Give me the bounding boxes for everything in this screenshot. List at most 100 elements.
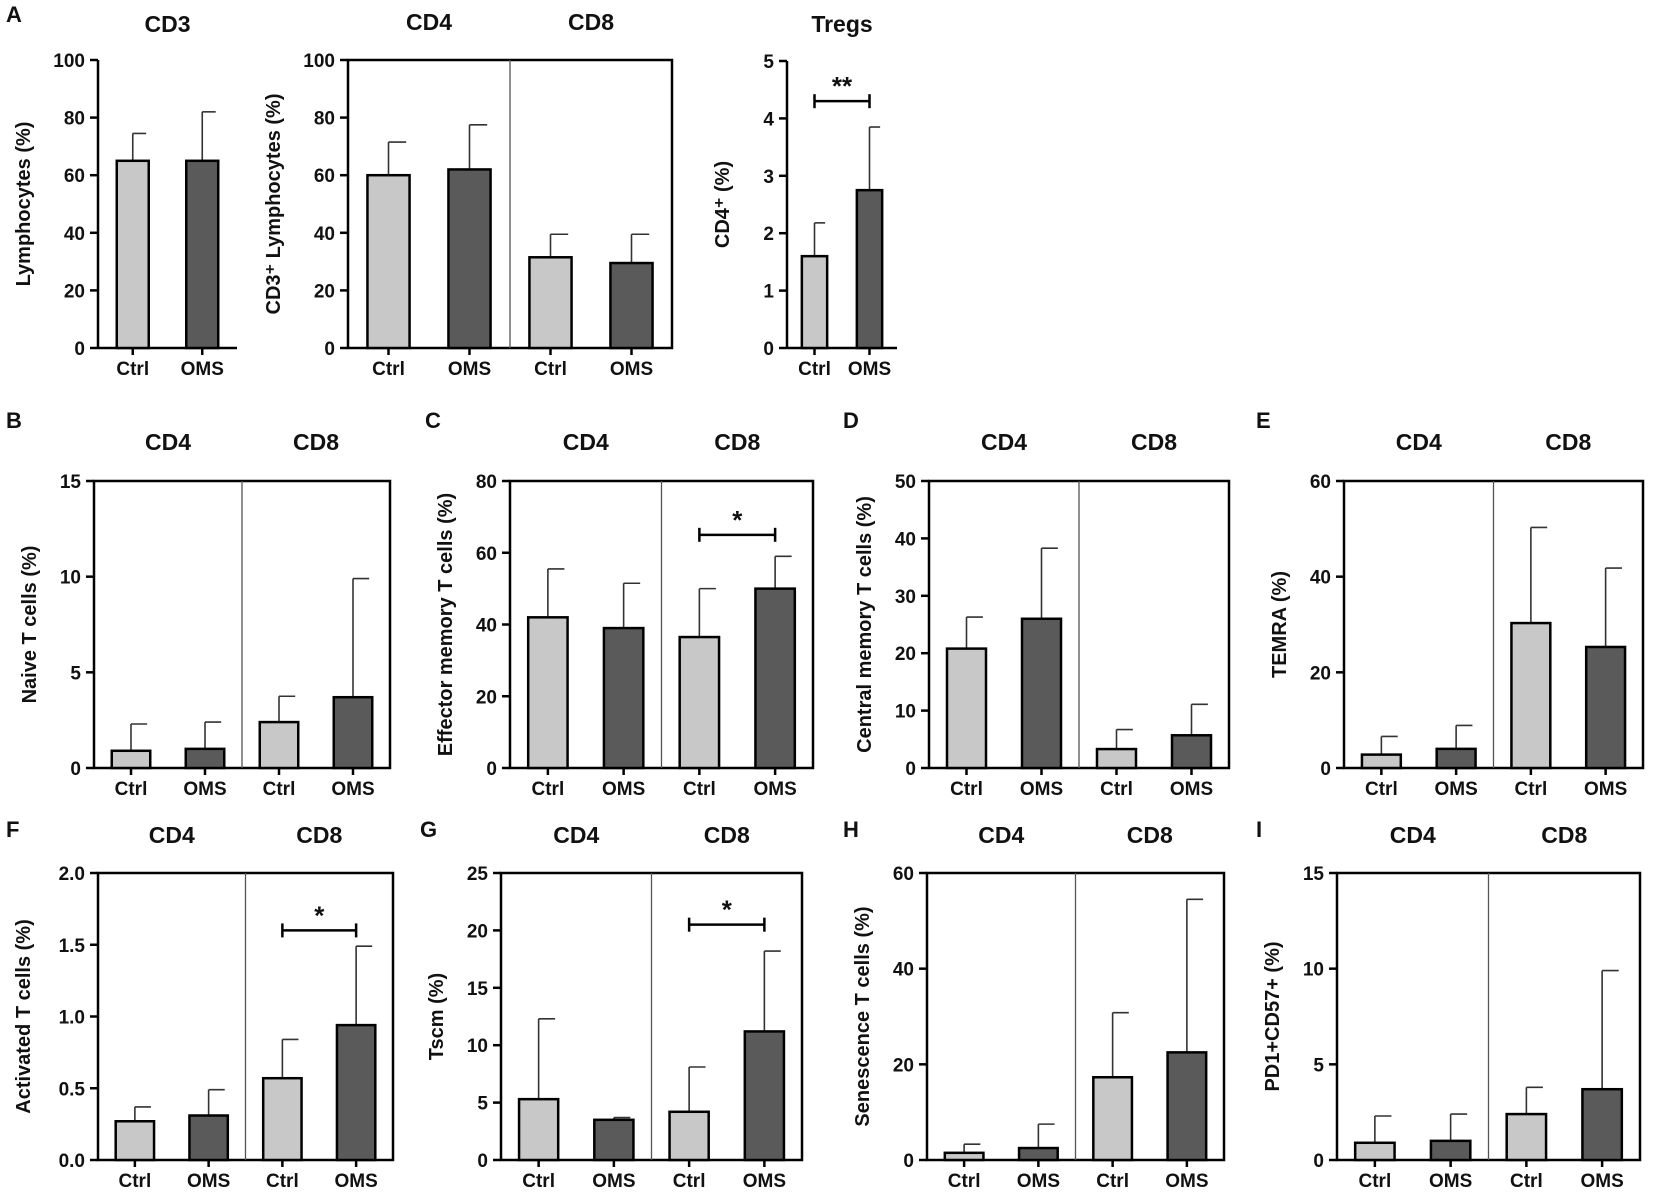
group-title-cd8: CD8 <box>296 822 342 848</box>
x-tick-label: Ctrl <box>673 1171 706 1192</box>
panel-a2: CD4 CD8 0 20 40 60 80 100 CD3⁺ Lymphocytes (%) Ct… <box>263 9 674 380</box>
y-tick-label: 20 <box>476 687 497 708</box>
y-tick-label: 0 <box>763 339 774 360</box>
y-tick-label: 60 <box>64 166 85 187</box>
group-title-cd4: CD4 <box>406 9 452 35</box>
y-tick-label: 15 <box>467 979 489 1000</box>
bar-ctrl <box>261 1076 303 1162</box>
y-tick-label: 20 <box>895 644 916 665</box>
bar-oms <box>185 159 220 350</box>
panel-label: G <box>420 817 437 842</box>
x-tick-label: OMS <box>848 359 891 380</box>
x-tick-label: Ctrl <box>948 1171 981 1192</box>
bar-oms <box>1435 747 1477 770</box>
group-title-cd8: CD8 <box>293 429 339 455</box>
y-axis-label: Central memory T cells (%) <box>854 496 876 753</box>
y-tick-label: 20 <box>314 281 335 302</box>
y-tick-label: 5 <box>70 663 81 684</box>
y-tick-label: 0 <box>477 1151 488 1172</box>
bar-ctrl <box>366 173 411 350</box>
y-tick-label: 15 <box>60 472 82 493</box>
y-tick-label: 20 <box>64 281 85 302</box>
x-tick-label: OMS <box>1584 779 1627 800</box>
y-tick-label: 40 <box>1310 568 1331 589</box>
group-title-cd4: CD4 <box>978 822 1024 848</box>
y-tick-label: 20 <box>893 1055 914 1076</box>
x-tick-label: OMS <box>610 359 653 380</box>
group-title-cd4: CD4 <box>981 429 1027 455</box>
y-tick-label: 0.0 <box>59 1151 85 1172</box>
y-axis-label: Senescence T cells (%) <box>852 906 874 1126</box>
y-axis-label: Effector memory T cells (%) <box>435 493 457 756</box>
y-tick-label: 40 <box>64 224 85 245</box>
group-title-cd8: CD8 <box>1131 429 1177 455</box>
x-tick-label: OMS <box>1580 1171 1623 1192</box>
bar-oms <box>332 695 374 770</box>
bar-oms <box>1170 734 1213 770</box>
x-tick-label: Ctrl <box>1515 779 1548 800</box>
group-title-cd8: CD8 <box>1541 822 1587 848</box>
y-axis-label: Lymphocytes (%) <box>13 122 35 287</box>
bar-oms <box>1429 1139 1472 1162</box>
significance-marker: * <box>314 900 325 930</box>
x-tick-label: Ctrl <box>115 779 148 800</box>
y-tick-label: 40 <box>476 616 497 637</box>
bar-oms <box>754 587 797 770</box>
x-tick-label: Ctrl <box>532 779 565 800</box>
y-tick-label: 80 <box>476 472 497 493</box>
y-tick-label: 15 <box>1303 864 1325 885</box>
x-tick-label: OMS <box>1165 1171 1208 1192</box>
bar-ctrl <box>678 635 721 770</box>
group-title-cd8: CD8 <box>1545 429 1591 455</box>
y-tick-label: 2.0 <box>59 864 85 885</box>
significance-marker: ** <box>832 71 853 101</box>
y-tick-label: 60 <box>1310 472 1331 493</box>
y-tick-label: 60 <box>476 544 497 565</box>
x-tick-label: Ctrl <box>522 1171 555 1192</box>
bar-oms <box>743 1030 786 1162</box>
x-tick-label: Ctrl <box>1510 1171 1543 1192</box>
x-tick-label: OMS <box>753 779 796 800</box>
x-tick-label: OMS <box>1020 779 1063 800</box>
y-tick-label: 20 <box>1310 663 1331 684</box>
y-tick-label: 10 <box>467 1036 488 1057</box>
group-title-cd4: CD4 <box>149 822 195 848</box>
y-tick-label: 5 <box>477 1094 488 1115</box>
bar-oms <box>1584 645 1627 770</box>
y-tick-label: 50 <box>895 472 916 493</box>
bar-oms <box>335 1023 377 1162</box>
panel-f: F CD4 CD8 0.0 0.5 1.0 1.5 2.0 Activated T cells … <box>6 817 395 1192</box>
y-tick-label: 1.0 <box>59 1008 85 1029</box>
panel-a3: Tregs 0 1 2 3 4 5 CD4⁺ (%) Ctrl OMS ** <box>712 11 897 380</box>
x-tick-label: Ctrl <box>372 359 405 380</box>
bar-ctrl <box>110 749 152 770</box>
x-tick-label: Ctrl <box>1365 779 1398 800</box>
bar-ctrl <box>1092 1075 1134 1162</box>
y-tick-label: 30 <box>895 587 916 608</box>
x-tick-label: Ctrl <box>119 1171 152 1192</box>
bar-oms <box>1581 1087 1624 1162</box>
panel-label: B <box>6 408 22 433</box>
bar-ctrl <box>800 254 829 350</box>
y-tick-label: 4 <box>763 109 774 130</box>
y-tick-label: 0 <box>70 759 81 780</box>
y-tick-label: 0 <box>1320 759 1331 780</box>
y-tick-label: 0 <box>905 759 916 780</box>
y-tick-label: 40 <box>895 529 916 550</box>
x-tick-label: Ctrl <box>683 779 716 800</box>
x-tick-label: OMS <box>331 779 374 800</box>
bar-ctrl <box>528 256 573 350</box>
panel-label: D <box>843 408 859 433</box>
x-tick-label: OMS <box>1434 779 1477 800</box>
x-tick-label: OMS <box>602 779 645 800</box>
y-tick-label: 2 <box>763 224 774 245</box>
bar-ctrl <box>115 159 150 350</box>
panel-g: G CD4 CD8 0 5 10 15 20 25 Tscm (%) Ctrl OMS Ctrl OMS * <box>420 817 804 1192</box>
panel-label: C <box>425 408 441 433</box>
bar-ctrl <box>114 1120 156 1162</box>
panel-label: A <box>6 2 22 27</box>
y-tick-label: 0 <box>486 759 497 780</box>
y-tick-label: 100 <box>53 51 85 72</box>
bar-ctrl <box>517 1097 560 1162</box>
group-title-cd8: CD8 <box>568 9 614 35</box>
